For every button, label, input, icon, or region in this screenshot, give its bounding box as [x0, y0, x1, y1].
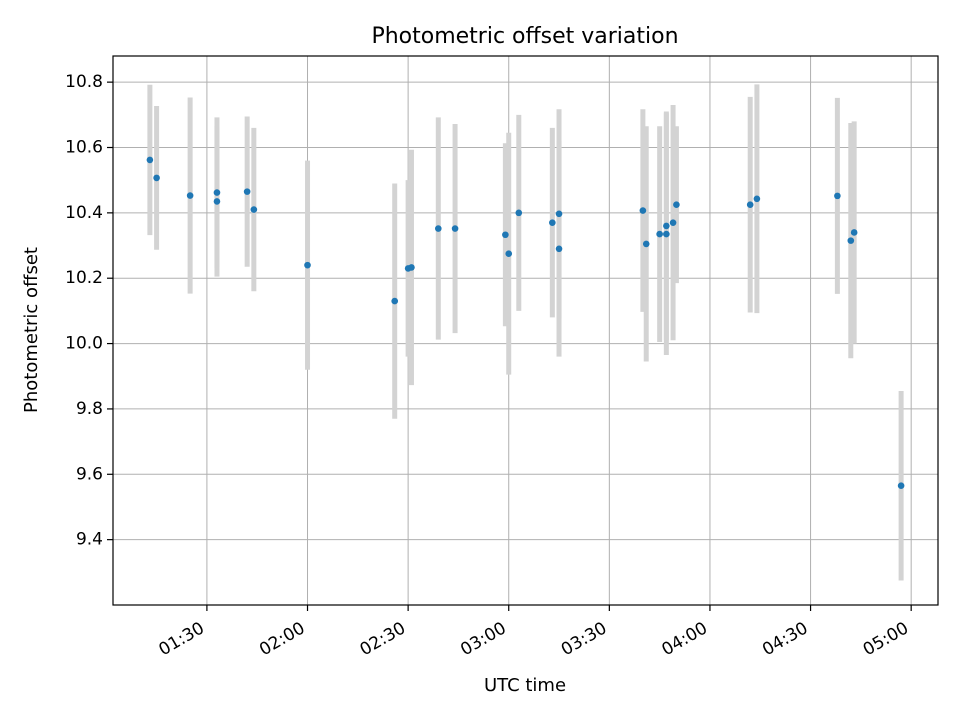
data-point — [391, 297, 399, 305]
data-points — [146, 156, 905, 490]
data-point — [673, 201, 680, 208]
x-axis-label: UTC time — [484, 675, 566, 696]
data-point — [549, 219, 556, 226]
data-point — [555, 210, 563, 218]
plot-area — [113, 56, 938, 605]
data-point — [153, 174, 160, 182]
y-tick-label: 10.0 — [65, 334, 103, 354]
data-point — [213, 198, 221, 205]
data-point — [746, 201, 754, 208]
data-point — [663, 230, 670, 238]
data-point — [834, 192, 841, 200]
y-tick-label: 9.8 — [76, 399, 103, 419]
y-tick-label: 10.8 — [65, 72, 103, 92]
data-point — [186, 192, 194, 199]
y-tick-label: 10.2 — [65, 268, 103, 288]
y-axis-label: Photometric offset — [21, 247, 42, 413]
y-tick-label: 9.6 — [76, 464, 103, 484]
y-tick-label: 10.6 — [65, 138, 103, 158]
data-point — [656, 230, 663, 238]
data-point — [304, 261, 311, 269]
data-point — [663, 222, 670, 230]
data-point — [243, 188, 251, 195]
data-point — [753, 195, 761, 203]
data-point — [213, 189, 221, 196]
data-point — [669, 219, 677, 226]
y-tick-label: 10.4 — [65, 203, 103, 223]
plot-frame — [112, 55, 939, 606]
data-point — [250, 206, 258, 213]
y-axis: 9.4 9.6 9.8 10.0 10.2 10.4 10.6 10.8 — [65, 72, 113, 550]
data-point — [408, 264, 415, 271]
data-point — [435, 225, 442, 232]
grid — [113, 56, 938, 605]
data-point — [639, 207, 647, 214]
data-point — [850, 229, 858, 236]
data-point — [451, 225, 459, 232]
data-point — [847, 237, 855, 244]
data-point — [642, 240, 650, 248]
data-point — [897, 482, 905, 490]
data-point — [555, 245, 563, 253]
data-point — [146, 156, 154, 164]
chart-title: Photometric offset variation — [371, 24, 678, 49]
y-tick-label: 9.4 — [76, 530, 103, 550]
data-point — [515, 209, 523, 217]
data-point — [505, 250, 513, 258]
data-point — [502, 231, 509, 239]
